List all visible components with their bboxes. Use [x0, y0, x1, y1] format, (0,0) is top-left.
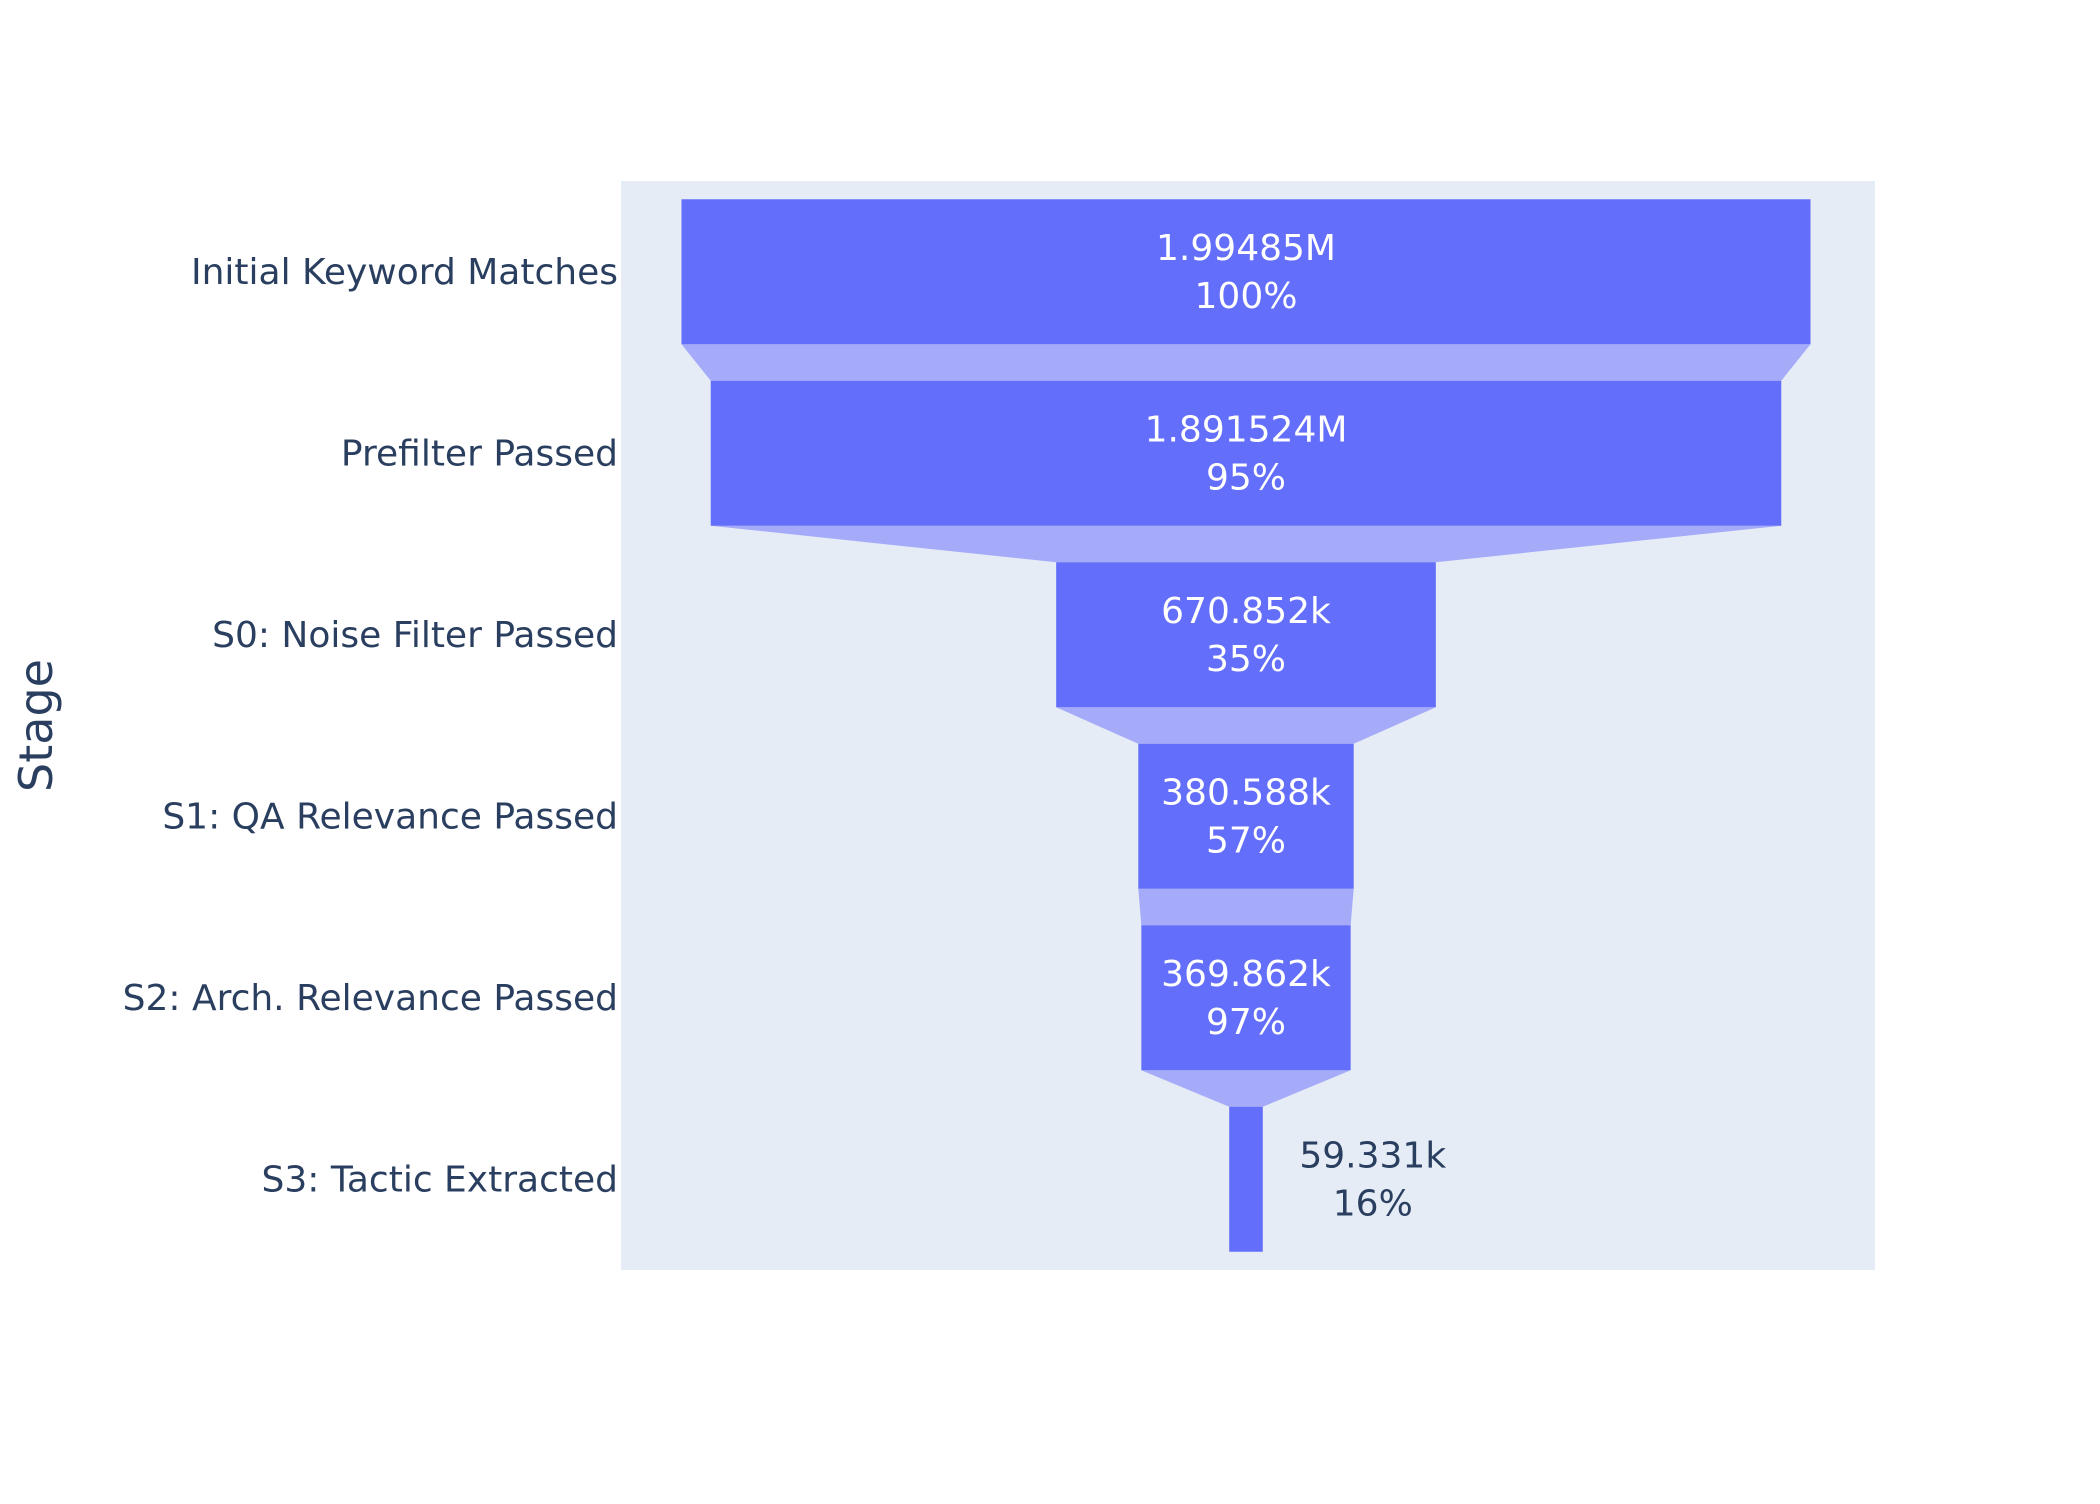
funnel-connector: [681, 344, 1811, 381]
funnel-bar: [1056, 562, 1436, 708]
bar-value-label: 369.862k: [1161, 954, 1331, 995]
label-layer: 1.99485M 100% 1.891524M 95% 670.852k 35% 380.5…: [1145, 228, 1447, 1225]
bar-percent-label: 97%: [1206, 1002, 1286, 1043]
y-tick-label: S0: Noise Filter Passed: [212, 615, 618, 656]
bar-value-label: 59.331k: [1299, 1135, 1446, 1176]
funnel-connector: [1056, 707, 1436, 744]
y-tick-label: Initial Keyword Matches: [191, 252, 618, 293]
funnel-bar: [710, 380, 1782, 526]
y-tick-label: S1: QA Relevance Passed: [162, 796, 618, 837]
funnel-connector: [710, 525, 1782, 563]
y-axis-title: Stage: [9, 659, 63, 792]
bar-percent-label: 57%: [1206, 820, 1286, 861]
bar-value-label: 380.588k: [1161, 772, 1331, 813]
bar-value-label: 1.891524M: [1145, 409, 1348, 450]
y-tick-label: Prefilter Passed: [341, 433, 618, 474]
bar-layer: [681, 199, 1811, 1252]
connector-layer: [681, 344, 1811, 1107]
bar-percent-label: 100%: [1195, 276, 1298, 317]
funnel-connector: [1141, 1070, 1351, 1107]
y-tick-label: S2: Arch. Relevance Passed: [123, 978, 618, 1019]
funnel-connector: [1138, 888, 1354, 926]
funnel-bar: [1229, 1106, 1263, 1252]
funnel-bar: [1141, 925, 1351, 1071]
bar-value-label: 670.852k: [1161, 591, 1331, 632]
funnel-bar: [681, 199, 1811, 345]
funnel-bar: [1138, 743, 1354, 889]
bar-value-label: 1.99485M: [1156, 228, 1336, 269]
bar-percent-label: 95%: [1206, 457, 1286, 498]
y-axis-ticks: Initial Keyword Matches Prefilter Passed S…: [123, 252, 618, 1201]
y-tick-label: S3: Tactic Extracted: [261, 1159, 618, 1200]
bar-percent-label: 35%: [1206, 639, 1286, 680]
bar-percent-label: 16%: [1333, 1183, 1413, 1224]
